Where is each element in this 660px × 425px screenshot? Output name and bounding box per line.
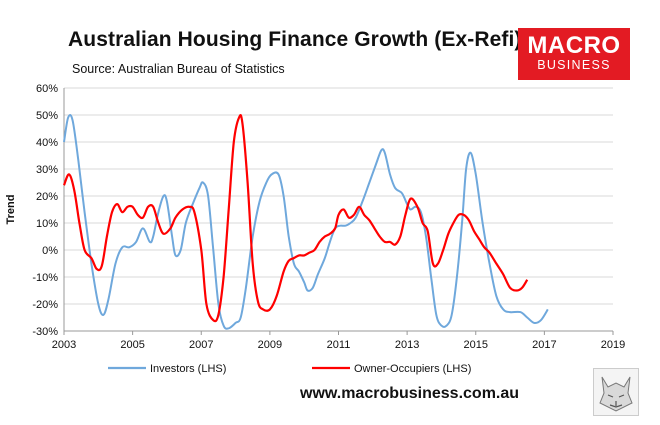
legend-label: Investors (LHS) [150, 363, 226, 375]
x-tick-label: 2007 [189, 339, 213, 351]
y-tick-label: 10% [36, 218, 58, 230]
website-url: www.macrobusiness.com.au [300, 385, 520, 402]
logo-line-2: BUSINESS [537, 58, 611, 72]
y-tick-label: -30% [32, 326, 58, 338]
y-tick-label: 40% [36, 137, 58, 149]
x-tick-label: 2013 [395, 339, 419, 351]
y-tick-label: 30% [36, 164, 58, 176]
x-tick-label: 2003 [52, 339, 76, 351]
legend-label: Owner-Occupiers (LHS) [354, 363, 471, 375]
y-tick-label: 20% [36, 191, 58, 203]
wolf-head-icon [593, 368, 639, 416]
y-tick-label: -20% [32, 299, 58, 311]
y-tick-label: 50% [36, 110, 58, 122]
logo-line-1: MACRO [527, 32, 621, 59]
investors-series-line [63, 113, 549, 330]
legend-item-owner-occupiers: Owner-Occupiers (LHS) [312, 363, 471, 375]
x-tick-label: 2005 [120, 339, 144, 351]
owner-occupiers-series-line [62, 114, 529, 323]
legend-item-investors: Investors (LHS) [108, 363, 226, 375]
x-tick-label: 2015 [464, 339, 488, 351]
x-tick-label: 2019 [601, 339, 625, 351]
y-tick-label: 0% [42, 245, 58, 257]
x-tick-label: 2011 [327, 339, 351, 351]
y-tick-label: 60% [36, 83, 58, 95]
chart-subtitle: Source: Australian Bureau of Statistics [72, 62, 285, 76]
x-tick-label: 2009 [258, 339, 282, 351]
y-axis-label: Trend [5, 195, 17, 225]
chart-title: Australian Housing Finance Growth (Ex-Re… [68, 28, 522, 51]
x-tick-label: 2017 [532, 339, 556, 351]
y-tick-label: -10% [32, 272, 58, 284]
macrobusiness-logo: MACRO BUSINESS [518, 28, 630, 80]
